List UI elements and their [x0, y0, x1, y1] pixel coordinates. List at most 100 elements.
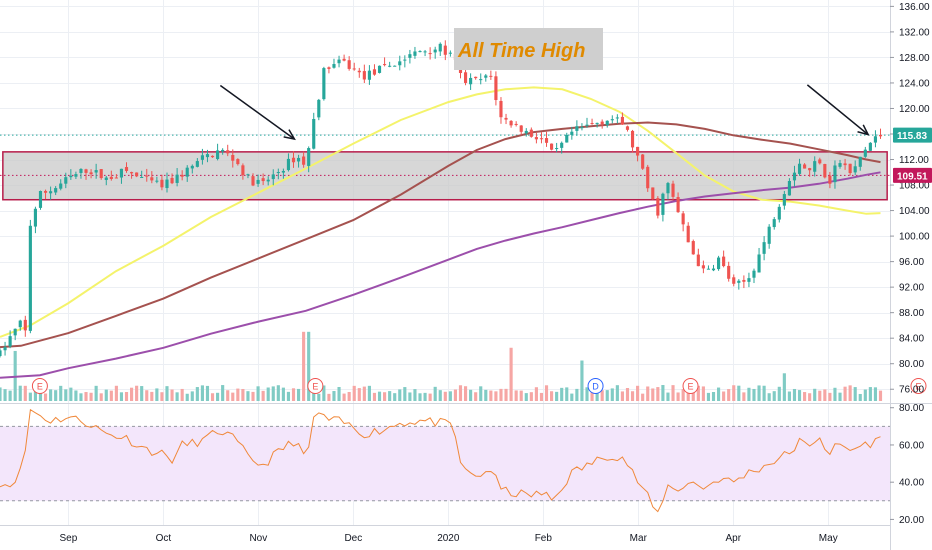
- volume-bar: [711, 392, 716, 401]
- volume-bar: [438, 390, 442, 401]
- volume-bar: [696, 385, 700, 401]
- volume-bar: [28, 392, 32, 401]
- volume-bar: [383, 392, 387, 401]
- candle-body: [28, 225, 32, 331]
- volume-bar: [216, 392, 220, 401]
- volume-bar: [656, 387, 660, 401]
- volume-bar: [99, 393, 103, 401]
- candle-body: [762, 242, 766, 254]
- volume-bar: [221, 385, 225, 401]
- volume-bar: [246, 391, 250, 401]
- volume-bar: [145, 390, 149, 401]
- candle-body: [448, 52, 452, 54]
- candle-body: [89, 172, 93, 175]
- candle-body: [484, 75, 488, 78]
- time-axis-label: Dec: [344, 533, 362, 544]
- volume-bar: [54, 390, 58, 401]
- candle-body: [286, 158, 291, 171]
- candle-body: [443, 45, 447, 55]
- candle-body: [676, 197, 680, 213]
- candle-body: [130, 172, 134, 174]
- candle-body: [509, 120, 513, 126]
- time-axis-label: May: [819, 533, 838, 544]
- volume-bar: [681, 389, 685, 401]
- candle-body: [69, 175, 73, 178]
- candle-body: [428, 53, 432, 55]
- arrows: [219, 84, 870, 141]
- volume-bar: [529, 392, 533, 401]
- volume-bar: [312, 391, 316, 401]
- candle-body: [555, 148, 559, 150]
- volume-bar: [0, 387, 2, 401]
- candle-body: [109, 176, 113, 180]
- rsi-band: [0, 426, 890, 501]
- volume-bar: [717, 387, 721, 401]
- volume-bar: [448, 391, 452, 401]
- volume-bar: [124, 391, 129, 401]
- volume-bar: [160, 392, 164, 401]
- volume-bar: [843, 386, 847, 401]
- volume-bar: [69, 387, 73, 401]
- volume-bar: [803, 392, 807, 401]
- volume-bar: [858, 393, 862, 401]
- candle-body: [808, 168, 812, 171]
- rsi-axis[interactable]: 80.00 60.00 40.00 20.00: [890, 403, 924, 526]
- candle-body: [828, 175, 832, 184]
- volume-bar: [615, 385, 619, 401]
- candle-body: [322, 68, 326, 100]
- volume-bar: [458, 385, 463, 401]
- volume-bar: [104, 389, 108, 401]
- volume-bar: [600, 390, 604, 401]
- moving-average-line: [0, 171, 881, 379]
- volume-bar: [555, 391, 559, 401]
- candle-body: [772, 219, 776, 228]
- candle-body: [636, 146, 640, 156]
- time-axis[interactable]: Sep Oct Nov Dec 2020 Feb Mar Apr May: [59, 533, 837, 544]
- volume-bar: [818, 390, 822, 401]
- candle-body: [813, 161, 817, 172]
- candle-body: [706, 268, 711, 270]
- price-axis-label: 96.00: [899, 257, 924, 268]
- price-axis[interactable]: 136.00132.00128.00124.00120.00116.00112.…: [890, 2, 930, 396]
- candle-body: [150, 177, 154, 181]
- price-axis-label: 136.00: [899, 2, 930, 13]
- volume-bar: [514, 390, 518, 401]
- candle-body: [312, 118, 316, 149]
- volume-bar: [570, 393, 574, 401]
- volume-bar: [504, 388, 508, 401]
- candle-body: [600, 121, 604, 125]
- candle-body: [200, 155, 204, 160]
- price-axis-label: 124.00: [899, 78, 930, 89]
- candle-body: [747, 278, 751, 282]
- volume-bar: [453, 389, 458, 401]
- candle-body: [504, 117, 508, 120]
- candle-body: [241, 165, 245, 176]
- candle-body: [792, 172, 797, 181]
- candle-body: [651, 187, 655, 200]
- volume-bar: [878, 390, 883, 401]
- price-axis-label: 100.00: [899, 232, 930, 243]
- volume-bar: [620, 391, 624, 401]
- candle-body: [135, 172, 139, 177]
- time-axis-label: Mar: [630, 533, 648, 544]
- volume-bar: [544, 385, 549, 401]
- candle-body: [463, 72, 468, 83]
- candle-body: [686, 225, 690, 243]
- candle-body: [625, 126, 630, 130]
- price-axis-label: 88.00: [899, 308, 924, 319]
- volume-bar: [388, 391, 392, 401]
- volume-bar: [271, 386, 275, 401]
- time-axis-label: Nov: [249, 533, 267, 544]
- candle-body: [347, 60, 351, 69]
- volume-bar: [550, 391, 554, 401]
- volume-bar: [114, 385, 118, 401]
- price-tag-label: 115.83: [897, 131, 927, 142]
- candle-body: [620, 116, 624, 125]
- volume-bar: [64, 389, 68, 401]
- candle-body: [246, 174, 250, 176]
- candle-body: [0, 350, 2, 357]
- event-marker-letter: E: [688, 382, 694, 392]
- arrow-line: [806, 84, 869, 136]
